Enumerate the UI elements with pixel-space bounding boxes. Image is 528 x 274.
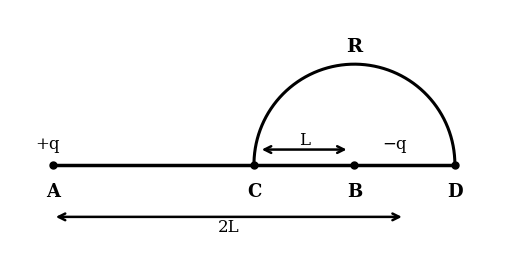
- Text: +q: +q: [36, 136, 60, 153]
- Text: B: B: [347, 183, 362, 201]
- Text: L: L: [299, 132, 310, 149]
- Text: −q: −q: [383, 136, 407, 153]
- Text: A: A: [46, 183, 60, 201]
- Text: C: C: [247, 183, 261, 201]
- Text: R: R: [346, 38, 363, 56]
- Text: D: D: [447, 183, 463, 201]
- Text: 2L: 2L: [218, 219, 240, 236]
